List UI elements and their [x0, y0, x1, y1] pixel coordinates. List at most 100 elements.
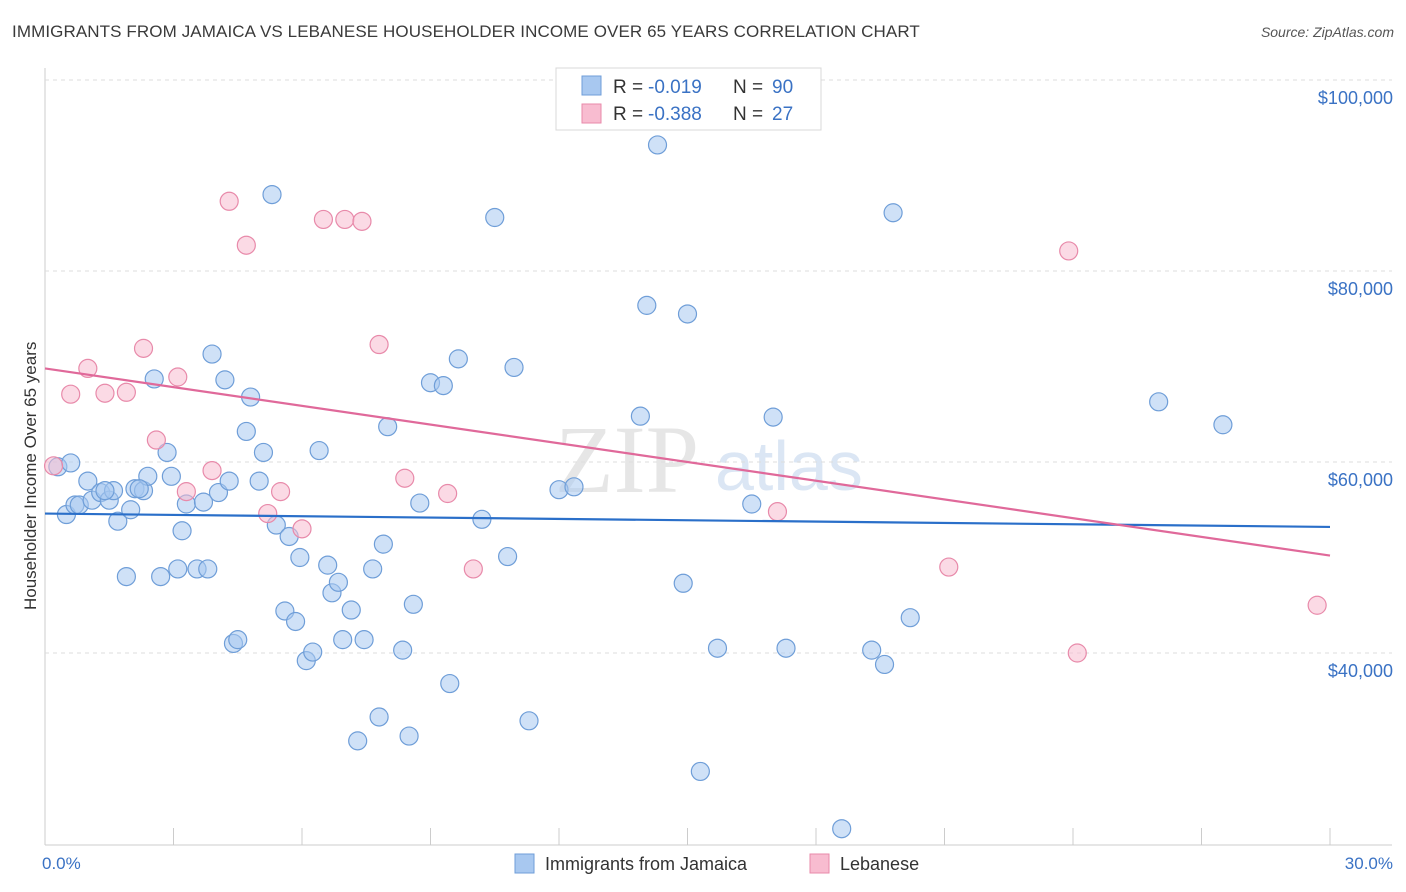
- point-0-77: [742, 494, 762, 514]
- point-0-65: [498, 546, 518, 567]
- watermark-atlas: atlas: [715, 427, 863, 505]
- point-0-30: [228, 630, 248, 650]
- point-0-39: [285, 611, 306, 632]
- point-1-3: [95, 383, 115, 403]
- stats-legend-n-value-lebanese: 27: [772, 104, 793, 125]
- y-tick-label-1: $80,000: [1328, 279, 1393, 299]
- point-0-18: [161, 466, 181, 486]
- y-tick-label-0: $100,000: [1318, 88, 1393, 108]
- point-0-89: [95, 481, 115, 501]
- point-0-4: [78, 471, 98, 491]
- point-0-44: [318, 555, 338, 575]
- point-0-23: [193, 492, 214, 512]
- point-0-24: [198, 559, 218, 579]
- point-0-69: [564, 477, 584, 497]
- point-0-56: [399, 726, 419, 746]
- point-0-11: [121, 500, 141, 520]
- point-1-5: [133, 338, 154, 358]
- point-0-9: [108, 511, 128, 531]
- point-1-12: [258, 503, 278, 524]
- point-0-61: [440, 673, 460, 694]
- point-0-40: [290, 547, 310, 568]
- point-0-17: [157, 442, 177, 463]
- point-0-42: [303, 642, 323, 662]
- point-0-51: [363, 559, 383, 579]
- point-0-27: [215, 370, 235, 390]
- point-1-1: [61, 384, 81, 404]
- series-legend-label-jamaica: Immigrants from Jamaica: [545, 854, 748, 874]
- point-1-14: [292, 519, 312, 539]
- stats-legend-swatch-lebanese: [581, 103, 602, 124]
- y-tick-labels: $100,000 $80,000 $60,000 $40,000: [1318, 88, 1393, 681]
- stats-legend-n-label-lebanese: N =: [733, 104, 763, 125]
- point-0-67: [519, 711, 539, 731]
- trend-lines: [44, 367, 1331, 557]
- point-0-28: [219, 471, 239, 491]
- trend-line-0: [44, 512, 1331, 529]
- point-0-86: [1213, 415, 1233, 435]
- series-legend-swatch-jamaica: [514, 853, 535, 874]
- point-1-24: [1059, 241, 1079, 261]
- point-1-26: [1307, 595, 1327, 615]
- point-0-82: [874, 654, 895, 675]
- point-0-73: [673, 573, 693, 593]
- point-1-15: [313, 209, 334, 230]
- point-1-6: [146, 430, 166, 450]
- point-0-75: [690, 761, 710, 782]
- point-0-43: [309, 440, 329, 461]
- point-0-70: [630, 406, 650, 426]
- stats-legend-n-label-jamaica: N =: [733, 77, 763, 98]
- series-legend-label-lebanese: Lebanese: [840, 854, 919, 874]
- point-0-83: [883, 203, 903, 223]
- x-tick-marks: [173, 828, 1331, 845]
- point-0-20: [172, 521, 192, 541]
- point-0-57: [403, 594, 423, 614]
- series-1-points: [43, 191, 1327, 663]
- point-0-49: [348, 731, 368, 751]
- point-0-63: [472, 509, 492, 529]
- point-1-17: [352, 211, 372, 231]
- series-legend-swatch-lebanese: [809, 853, 830, 874]
- series-legend: Immigrants from Jamaica Lebanese: [514, 853, 919, 874]
- point-1-7: [168, 367, 188, 387]
- point-0-88: [129, 479, 149, 499]
- stats-legend-swatch-jamaica: [581, 75, 602, 96]
- point-0-50: [354, 630, 374, 650]
- point-0-71: [637, 295, 657, 315]
- point-1-21: [463, 559, 483, 579]
- source-credit: Source: ZipAtlas.com: [1260, 24, 1394, 40]
- point-1-11: [236, 235, 256, 255]
- stats-legend: R = -0.019 N = 90 R = -0.388 N = 27: [555, 67, 822, 131]
- point-0-78: [763, 407, 783, 427]
- stats-legend-r-value-lebanese: -0.388: [648, 104, 702, 125]
- stats-legend-r-value-jamaica: -0.019: [648, 77, 702, 98]
- point-0-53: [373, 534, 393, 554]
- point-0-46: [328, 572, 349, 592]
- point-0-47: [333, 630, 353, 650]
- point-0-16: [151, 566, 171, 587]
- watermark: ZIP atlas: [555, 406, 863, 513]
- point-1-22: [767, 502, 788, 522]
- x-tick-label-min: 0.0%: [42, 854, 81, 873]
- point-0-34: [253, 442, 274, 463]
- point-1-4: [116, 382, 136, 402]
- data-points: [43, 135, 1327, 839]
- point-0-48: [341, 600, 361, 620]
- point-0-19: [168, 559, 188, 579]
- y-tick-label-2: $60,000: [1328, 470, 1393, 490]
- point-0-76: [707, 638, 728, 658]
- point-1-16: [335, 209, 355, 230]
- point-1-0: [43, 456, 64, 476]
- point-0-80: [832, 819, 852, 839]
- point-0-74: [677, 304, 698, 324]
- point-1-13: [270, 482, 291, 502]
- trend-line-1: [44, 367, 1331, 557]
- point-0-72: [647, 135, 668, 155]
- point-0-54: [378, 417, 398, 437]
- point-0-55: [393, 640, 413, 660]
- y-tick-label-3: $40,000: [1328, 661, 1393, 681]
- stats-legend-n-value-jamaica: 90: [772, 77, 793, 98]
- point-1-10: [219, 191, 239, 211]
- stats-legend-r-label-lebanese: R =: [613, 104, 643, 125]
